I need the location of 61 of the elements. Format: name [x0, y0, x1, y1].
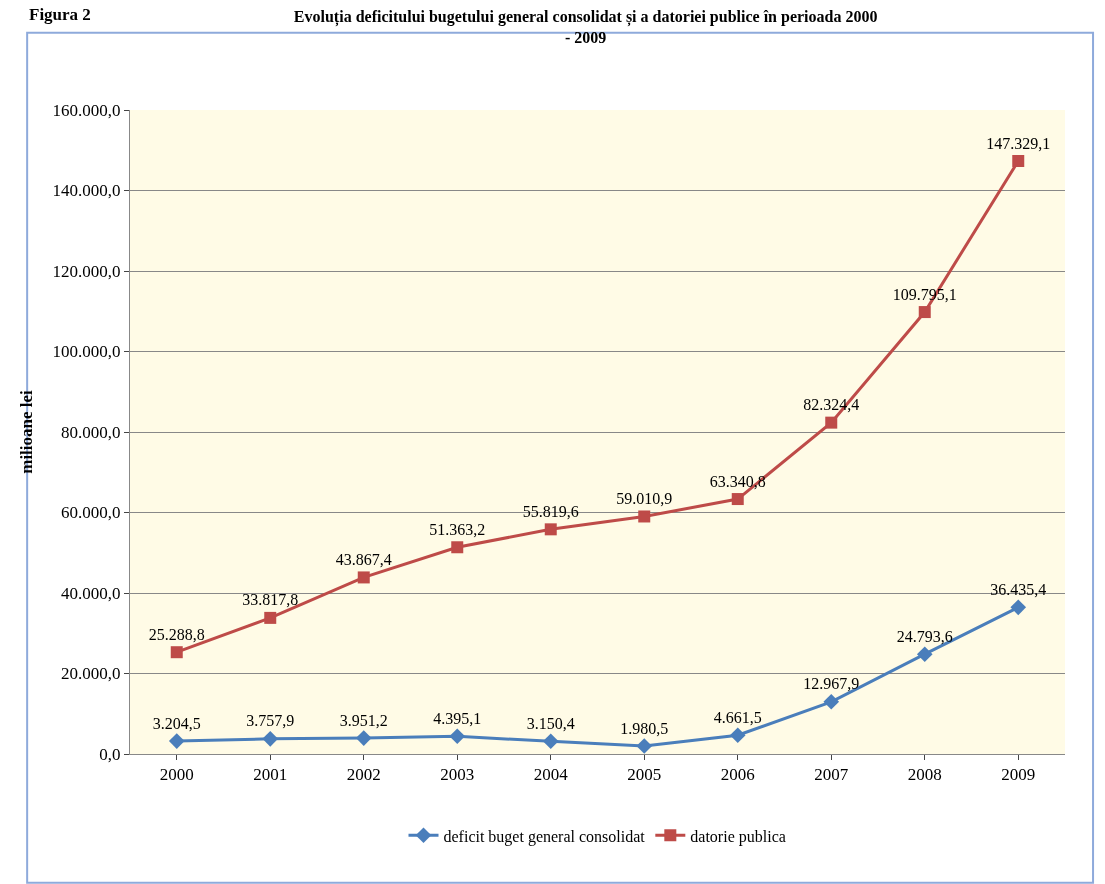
- x-tick-label: 2008: [907, 765, 942, 785]
- data-label: 55.819,6: [522, 502, 579, 520]
- point: [729, 727, 746, 744]
- y-tick-label: 160.000,0: [52, 100, 121, 120]
- y-tick-label: 120.000,0: [52, 261, 121, 281]
- x-tick-label: 2005: [627, 765, 662, 785]
- x-tick-label: 2000: [159, 765, 194, 785]
- data-label: 59.010,9: [616, 489, 673, 507]
- point: [264, 611, 277, 624]
- data-label: 147.329,1: [986, 134, 1051, 152]
- point: [1012, 155, 1025, 167]
- y-tick-label: 60.000,0: [61, 503, 121, 523]
- point: [449, 728, 466, 745]
- data-label: 3.951,2: [339, 711, 388, 729]
- chart-title: Evoluția deficitului bugetului general consolidat și a datoriei publice în perioada 2000 - 2009: [293, 8, 878, 46]
- point: [357, 571, 370, 584]
- data-label: 51.363,2: [429, 520, 486, 538]
- point: [731, 493, 744, 506]
- point: [168, 733, 185, 749]
- point: [544, 523, 557, 536]
- data-label: 25.288,8: [148, 625, 205, 643]
- point: [1010, 599, 1027, 616]
- x-tick-label: 2001: [253, 765, 288, 785]
- data-label: 3.150,4: [526, 714, 575, 732]
- x-tick-label: 2007: [814, 765, 849, 785]
- data-label: 24.793,6: [896, 627, 953, 645]
- point: [636, 738, 653, 754]
- point: [825, 416, 838, 429]
- y-axis-title: milioane lei: [17, 389, 37, 474]
- data-label: 4.395,1: [433, 709, 482, 727]
- point: [451, 541, 464, 554]
- y-tick-label: 100.000,0: [52, 342, 121, 362]
- y-tick-label: 20.000,0: [61, 664, 121, 684]
- y-tick-label: 80.000,0: [61, 422, 121, 442]
- data-label: 33.817,8: [242, 591, 299, 609]
- x-tick-label: 2009: [1001, 765, 1036, 785]
- point: [355, 730, 372, 746]
- point: [916, 646, 933, 663]
- x-tick-label: 2002: [346, 765, 381, 785]
- data-label: 4.661,5: [713, 708, 762, 726]
- point: [638, 510, 651, 523]
- point: [918, 306, 931, 319]
- data-label: 12.967,9: [803, 675, 860, 693]
- data-label: 3.204,5: [152, 714, 201, 732]
- legend-label: deficit buget general consolidat: [443, 827, 646, 846]
- legend-label: datorie publica: [690, 827, 786, 846]
- point: [262, 731, 279, 747]
- point: [542, 733, 559, 750]
- x-tick-label: 2004: [533, 765, 569, 785]
- data-label: 3.757,9: [246, 712, 295, 730]
- data-label: 1.980,5: [620, 719, 669, 737]
- data-label: 43.867,4: [335, 550, 392, 568]
- y-tick-label: 40.000,0: [61, 583, 121, 603]
- data-label: 36.435,4: [990, 580, 1047, 598]
- x-tick-label: 2003: [440, 765, 475, 785]
- x-tick-label: 2006: [720, 765, 755, 785]
- text: Figura 2: [29, 5, 91, 24]
- y-tick-label: 140.000,0: [52, 181, 121, 201]
- y-tick-label: 0,0: [99, 744, 121, 764]
- point: [170, 646, 183, 659]
- point: [823, 694, 840, 710]
